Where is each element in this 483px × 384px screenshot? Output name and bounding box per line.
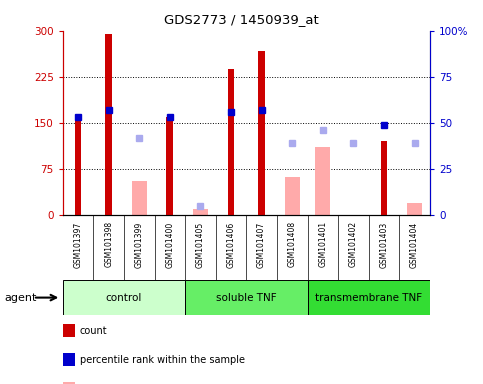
Text: GSM101408: GSM101408 (288, 221, 297, 268)
Text: agent: agent (5, 293, 37, 303)
Bar (185, 280, 308, 315)
Text: GDS2773 / 1450939_at: GDS2773 / 1450939_at (164, 13, 319, 26)
Text: GSM101400: GSM101400 (165, 221, 174, 268)
Bar (167, 117, 173, 215)
Text: GSM101406: GSM101406 (227, 221, 236, 268)
Text: GSM101398: GSM101398 (104, 221, 113, 268)
Text: count: count (80, 326, 107, 336)
Text: soluble TNF: soluble TNF (216, 293, 277, 303)
Bar (407, 203, 422, 215)
Text: GSM101402: GSM101402 (349, 221, 358, 268)
Text: GSM101404: GSM101404 (410, 221, 419, 268)
Bar (63, 280, 185, 315)
Bar (381, 141, 387, 215)
Text: GSM101407: GSM101407 (257, 221, 266, 268)
Text: GSM101401: GSM101401 (318, 221, 327, 268)
Bar (315, 147, 330, 215)
Bar (105, 34, 112, 215)
Text: GSM101397: GSM101397 (73, 221, 83, 268)
Bar (227, 70, 234, 215)
Text: GSM101403: GSM101403 (380, 221, 388, 268)
Bar (308, 280, 430, 315)
Text: GSM101399: GSM101399 (135, 221, 144, 268)
Bar (258, 51, 265, 215)
Bar (193, 209, 208, 215)
Text: transmembrane TNF: transmembrane TNF (315, 293, 422, 303)
Bar (131, 181, 147, 215)
Text: control: control (106, 293, 142, 303)
Text: percentile rank within the sample: percentile rank within the sample (80, 355, 245, 365)
Bar (75, 117, 82, 215)
Text: GSM101405: GSM101405 (196, 221, 205, 268)
Bar (284, 177, 300, 215)
